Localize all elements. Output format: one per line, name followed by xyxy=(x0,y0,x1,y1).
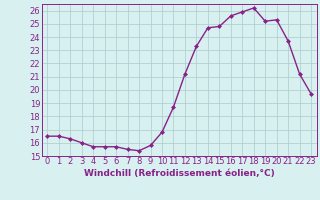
X-axis label: Windchill (Refroidissement éolien,°C): Windchill (Refroidissement éolien,°C) xyxy=(84,169,275,178)
